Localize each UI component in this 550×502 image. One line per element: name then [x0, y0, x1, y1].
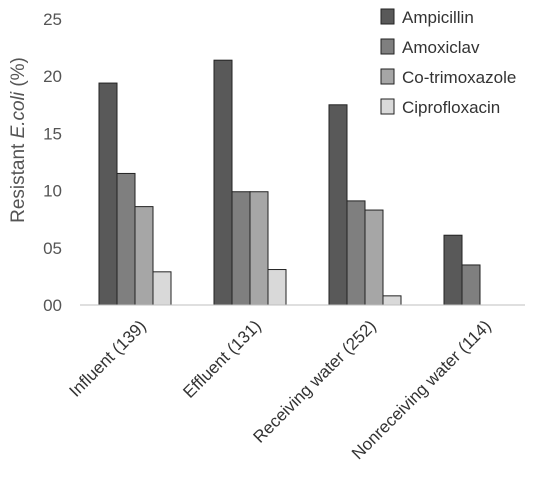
x-axis-labels: Influent (139) Effluent (131)Receiving wa…: [66, 316, 495, 463]
y-tick-label: 05: [43, 239, 62, 258]
x-category-label: Effluent (131): [179, 316, 264, 401]
x-category-label: Influent (139): [66, 316, 150, 400]
bar-ciprofloxacin: [382, 295, 402, 306]
bar-amoxiclav: [231, 191, 251, 306]
bar-amoxiclav: [461, 264, 481, 306]
bar-ampicillin: [328, 104, 348, 306]
bar-ampicillin: [443, 234, 463, 306]
legend-swatch: [380, 98, 395, 115]
legend-swatch: [380, 68, 395, 85]
bar-co-trimoxazole: [364, 209, 384, 306]
y-tick-label: 00: [43, 296, 62, 315]
legend: Ampicillin Amoxiclav Co-trimoxazole Ciprofl…: [380, 8, 516, 117]
bar-ampicillin: [213, 59, 233, 306]
bar-co-trimoxazole: [134, 206, 154, 306]
legend-label: Co-trimoxazole: [402, 68, 516, 87]
bar-ampicillin: [98, 82, 118, 306]
y-tick-label: 20: [43, 67, 62, 86]
legend-label: Amoxiclav: [402, 38, 480, 57]
bar-ciprofloxacin: [152, 271, 172, 306]
legend-swatch: [380, 8, 395, 25]
y-tick-label: 15: [43, 124, 62, 143]
legend-swatch: [380, 38, 395, 55]
bar-amoxiclav: [346, 200, 366, 306]
y-tick-label: 10: [43, 182, 62, 201]
legend-label: Ciprofloxacin: [402, 98, 500, 117]
y-axis-label: Resistant E.coli (%): [8, 57, 29, 223]
bar-amoxiclav: [116, 172, 136, 306]
y-axis-ticks: 00 05 10 15 20 25: [43, 10, 62, 315]
bars: [98, 59, 481, 306]
y-tick-label: 25: [43, 10, 62, 29]
bar-co-trimoxazole: [249, 191, 269, 306]
legend-label: Ampicillin: [402, 8, 474, 27]
x-category-label: Receiving water (252): [249, 316, 379, 446]
bar-ciprofloxacin: [267, 269, 287, 306]
